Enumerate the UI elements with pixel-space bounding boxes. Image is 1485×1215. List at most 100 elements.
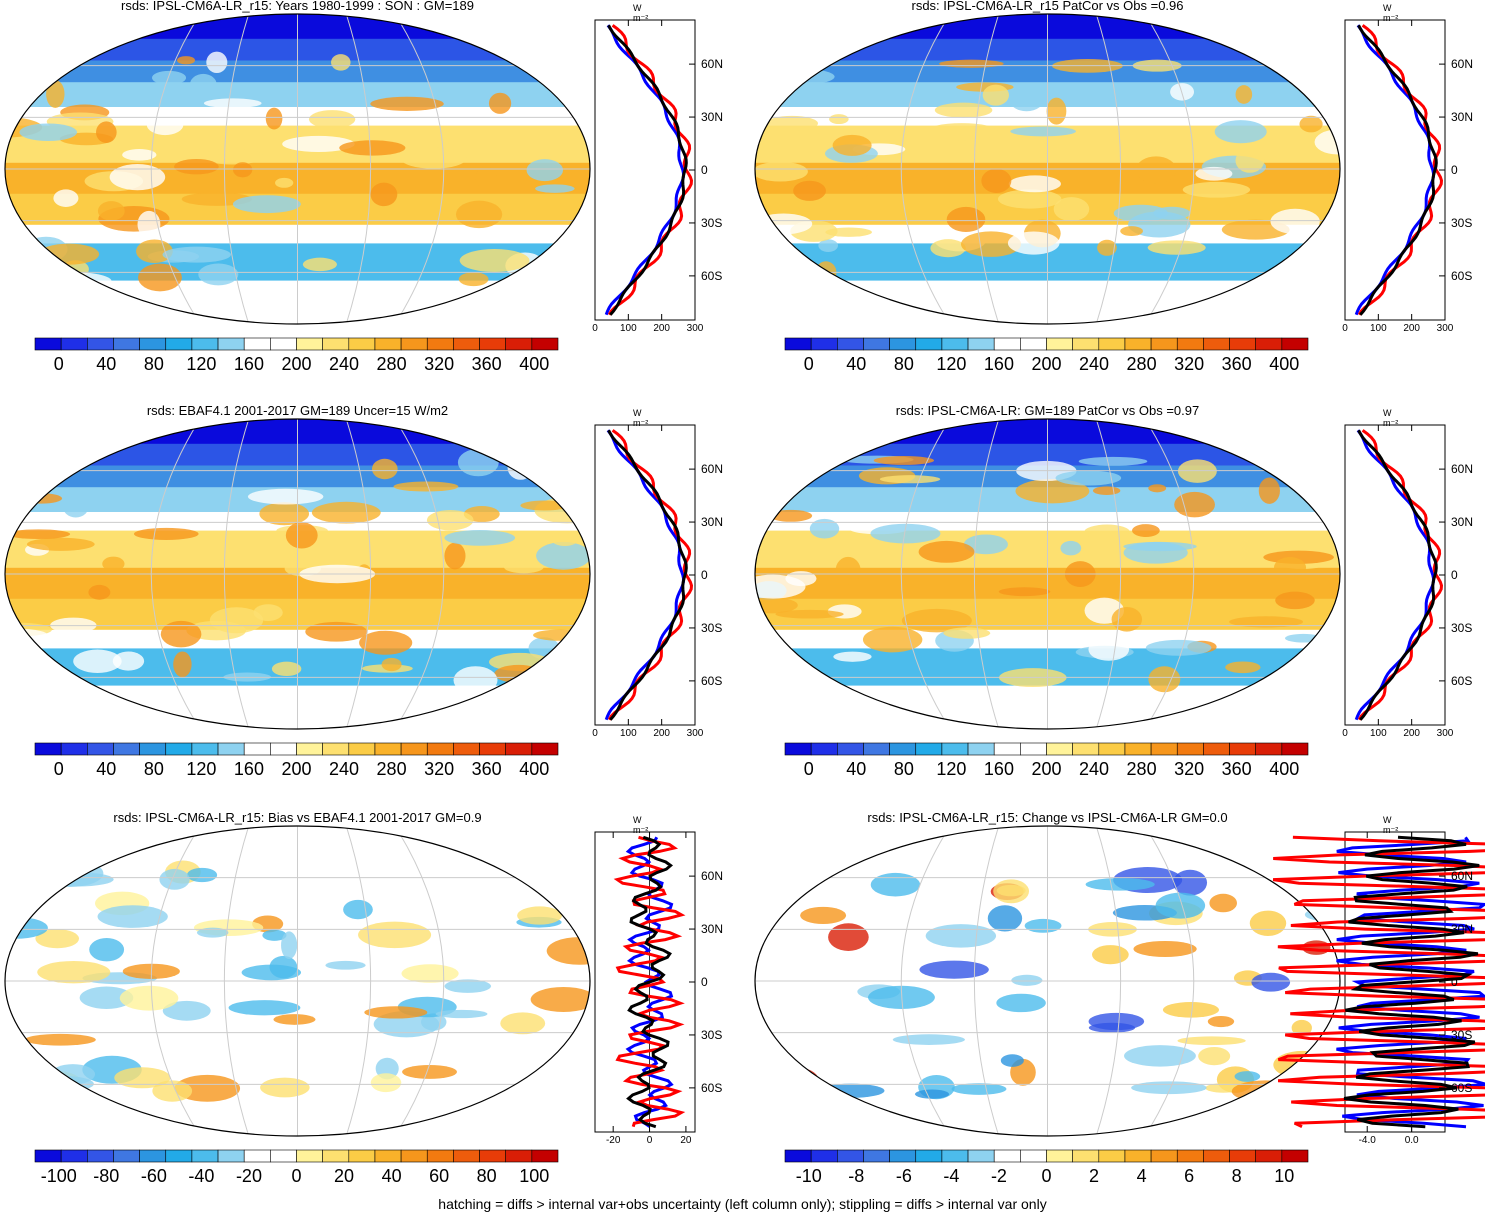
colorbar-swatch xyxy=(863,1149,890,1163)
colorbar-swatch xyxy=(1020,337,1047,351)
colorbar-tick-label: 160 xyxy=(983,759,1014,779)
colorbar-swatch xyxy=(400,1149,428,1163)
colorbar-swatch xyxy=(505,742,533,756)
colorbar-swatch xyxy=(1046,742,1073,756)
colorbar-tick-label: -100 xyxy=(40,1166,77,1186)
colorbar-tick-label: 280 xyxy=(376,759,407,779)
colorbar-swatch xyxy=(1229,742,1256,756)
colorbar-tick-label: 80 xyxy=(893,354,914,374)
colorbar-tick-label: 6 xyxy=(1184,1166,1195,1186)
profile-lat-label: 30S xyxy=(1451,215,1473,230)
colorbar-swatch xyxy=(1124,742,1152,756)
colorbar-tick-label: 80 xyxy=(476,1166,497,1186)
colorbar-swatch xyxy=(453,337,480,351)
profile-line-blue xyxy=(604,429,686,721)
profile-lat-label: 60N xyxy=(1451,869,1474,884)
colorbar-swatch xyxy=(889,337,917,351)
map-field xyxy=(755,419,1340,729)
colorbar-swatch xyxy=(1072,337,1100,351)
colorbar-swatch xyxy=(993,337,1021,351)
map-figure xyxy=(4,13,696,351)
profile-unit-label: W m⁻² xyxy=(633,408,649,428)
profile-x-tick-label: 0 xyxy=(592,323,598,334)
colorbar-swatch xyxy=(217,1149,245,1163)
profile-line-red xyxy=(613,835,686,1128)
colorbar-swatch xyxy=(191,1149,219,1163)
profile-unit-label: W m⁻² xyxy=(1383,408,1399,428)
colorbar-swatch xyxy=(889,1149,917,1163)
colorbar-tick-label: -40 xyxy=(188,1166,215,1186)
colorbar-tick-label: 200 xyxy=(1031,759,1062,779)
profile-lat-label: 30N xyxy=(701,922,724,937)
profile-x-tick-label: 0 xyxy=(1342,323,1348,334)
colorbar-tick-label: 60 xyxy=(429,1166,450,1186)
profile-lat-label: 30N xyxy=(701,110,724,125)
colorbar-tick-label: 400 xyxy=(519,759,550,779)
profile-x-tick-label: 200 xyxy=(1403,728,1420,739)
colorbar-swatch xyxy=(374,337,402,351)
colorbar-tick-label: 280 xyxy=(376,354,407,374)
colorbar-swatch xyxy=(837,1149,864,1163)
colorbar-tick-label: 240 xyxy=(1079,759,1110,779)
colorbar-swatch xyxy=(426,1149,454,1163)
zonal-profile xyxy=(1344,19,1446,321)
colorbar-tick-label: -4 xyxy=(943,1166,960,1186)
colorbar-swatch xyxy=(967,742,995,756)
zonal-profile xyxy=(594,19,696,321)
colorbar-swatch xyxy=(453,1149,480,1163)
colorbar-swatch xyxy=(1203,337,1230,351)
colorbar-swatch xyxy=(1176,742,1204,756)
profile-unit-label: W m⁻² xyxy=(1383,3,1399,23)
colorbar-swatch xyxy=(863,742,890,756)
colorbar-tick-label: -80 xyxy=(93,1166,120,1186)
colorbar-swatch xyxy=(784,1149,812,1163)
colorbar-swatch xyxy=(1150,337,1178,351)
footer-note: hatching = diffs > internal var+obs unce… xyxy=(438,1196,1047,1212)
profile-lat-label: 60S xyxy=(701,268,723,283)
map-title: rsds: IPSL-CM6A-LR_r15: Bias vs EBAF4.1 … xyxy=(113,810,482,825)
colorbar-swatch xyxy=(941,337,969,351)
profile-lat-label: 60S xyxy=(1451,268,1473,283)
map-title: rsds: IPSL-CM6A-LR: GM=189 PatCor vs Obs… xyxy=(895,403,1200,418)
colorbar-swatch xyxy=(60,337,88,351)
colorbar-tick-label: 320 xyxy=(424,759,455,779)
colorbar-swatch xyxy=(1203,1149,1230,1163)
colorbar-tick-label: 400 xyxy=(1269,759,1300,779)
profile-x-tick-label: 100 xyxy=(1369,323,1387,334)
profile-x-tick-label: 0 xyxy=(1342,728,1348,739)
colorbar-swatch xyxy=(1255,1149,1283,1163)
colorbar-swatch xyxy=(1255,337,1283,351)
map-title: rsds: IPSL-CM6A-LR_r15: Change vs IPSL-C… xyxy=(867,810,1228,825)
colorbar-swatch xyxy=(1020,742,1047,756)
colorbar-swatch xyxy=(941,1149,969,1163)
colorbar-swatch xyxy=(270,1149,297,1163)
profile-x-tick-label: 100 xyxy=(1369,728,1387,739)
colorbar-swatch xyxy=(1229,337,1256,351)
colorbar-swatch xyxy=(296,742,323,756)
colorbar-tick-label: 320 xyxy=(1174,759,1205,779)
colorbar-tick-label: 360 xyxy=(471,759,502,779)
map-title: rsds: EBAF4.1 2001-2017 GM=189 Uncer=15 … xyxy=(146,403,449,418)
colorbar-swatch xyxy=(531,742,559,756)
colorbar-tick-label: 360 xyxy=(471,354,502,374)
profile-lat-label: 60N xyxy=(701,57,724,72)
colorbar-swatch xyxy=(191,742,219,756)
profile-lat-label: 30N xyxy=(1451,922,1474,937)
map-field xyxy=(755,826,1340,1136)
colorbar-tick-label: 160 xyxy=(233,354,264,374)
colorbar-tick-label: 80 xyxy=(893,759,914,779)
colorbar xyxy=(784,1149,1309,1163)
map-figure xyxy=(4,418,696,756)
colorbar-tick-label: 40 xyxy=(381,1166,402,1186)
colorbar-swatch xyxy=(34,1149,62,1163)
profile-lat-label: 30N xyxy=(1451,110,1474,125)
profile-x-tick-label: -20 xyxy=(605,1135,621,1146)
colorbar-swatch xyxy=(941,742,969,756)
colorbar-swatch xyxy=(1255,742,1283,756)
colorbar-swatch xyxy=(113,1149,140,1163)
colorbar-swatch xyxy=(479,1149,506,1163)
profile-x-tick-label: 20 xyxy=(680,1135,692,1146)
colorbar-swatch xyxy=(915,742,943,756)
profile-unit-label: W m⁻² xyxy=(633,815,649,835)
profile-x-tick-label: 200 xyxy=(1403,323,1420,334)
